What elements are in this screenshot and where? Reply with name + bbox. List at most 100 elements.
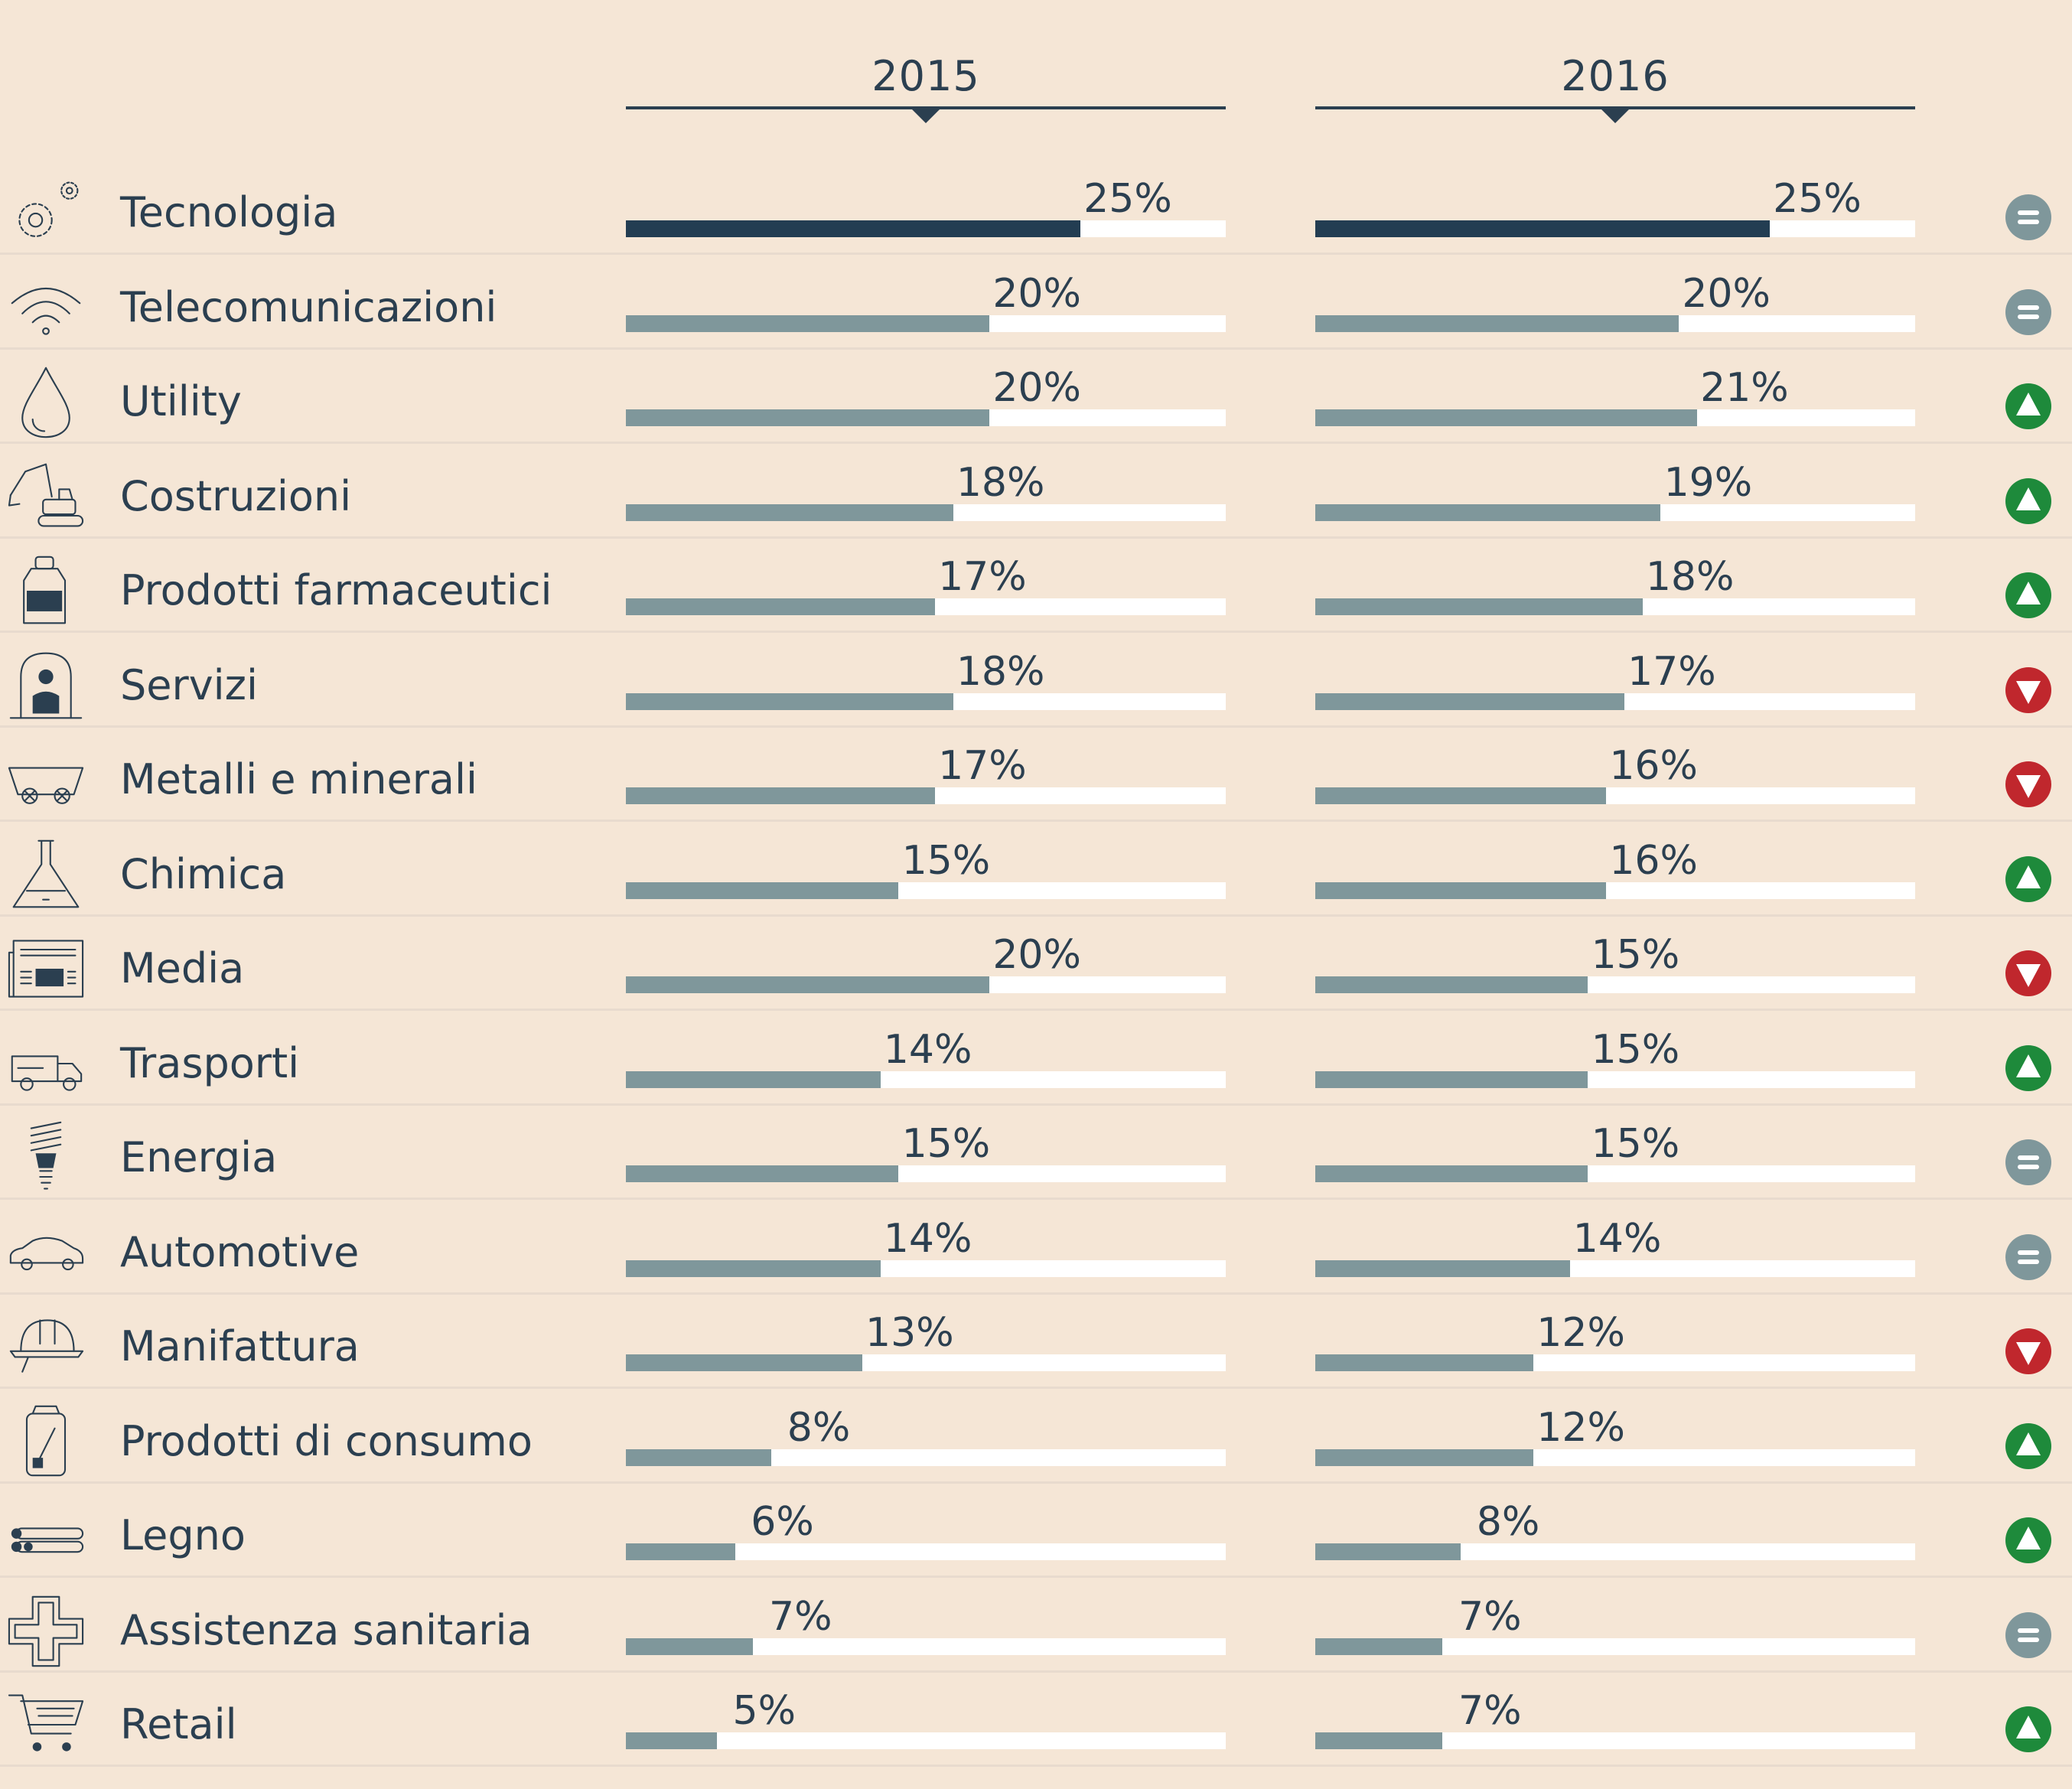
trend-up-icon (2005, 1706, 2051, 1752)
bar-2016 (1315, 409, 1697, 426)
bar-2015 (626, 787, 935, 804)
bar-track-2016 (1315, 314, 1915, 332)
chart-row: Chimica 15% 16% (0, 823, 2072, 917)
category-label: Manifattura (120, 1322, 360, 1370)
chart-row: Legno 6% 8% (0, 1484, 2072, 1578)
flask-icon (5, 836, 87, 913)
value-label-2015: 7% (769, 1593, 832, 1640)
value-label-2016: 21% (1700, 365, 1789, 411)
bar-track-2016 (1315, 1165, 1915, 1182)
trend-equal-icon (2005, 1139, 2051, 1185)
caret-down-icon (1600, 108, 1631, 123)
row-divider (0, 1292, 2072, 1295)
value-label-2015: 15% (901, 1121, 991, 1167)
bar-track-2016 (1315, 787, 1915, 804)
gear-icon (5, 174, 87, 251)
value-label-2015: 14% (883, 1026, 972, 1073)
medicine-bottle-icon (5, 552, 87, 629)
bar-2015 (626, 976, 990, 993)
bar-track-2015 (626, 787, 1226, 804)
bar-2016 (1315, 787, 1607, 804)
trend-down-icon (2005, 950, 2051, 996)
bar-track-2015 (626, 409, 1226, 426)
value-label-2015: 17% (938, 743, 1027, 789)
trend-equal-icon (2005, 194, 2051, 240)
value-label-2016: 8% (1476, 1499, 1540, 1545)
category-label: Servizi (120, 660, 259, 709)
value-label-2015: 15% (901, 837, 991, 884)
bar-track-2016 (1315, 503, 1915, 521)
value-label-2016: 14% (1572, 1215, 1662, 1262)
category-label: Telecomunicazioni (120, 282, 497, 331)
category-label: Utility (120, 377, 242, 425)
row-divider (0, 1481, 2072, 1484)
chart-row: Prodotti di consumo 8% 12% (0, 1390, 2072, 1484)
bar-track-2016 (1315, 220, 1915, 237)
bar-2016 (1315, 1070, 1588, 1088)
bar-2015 (626, 692, 953, 710)
bar-track-2015 (626, 976, 1226, 993)
category-label: Metalli e minerali (120, 755, 477, 803)
row-divider (0, 631, 2072, 633)
category-label: Automotive (120, 1227, 360, 1276)
category-label: Media (120, 944, 245, 992)
trend-equal-icon (2005, 1233, 2051, 1280)
shopping-cart-icon (5, 1686, 87, 1763)
bar-track-2015 (626, 1732, 1226, 1749)
bar-track-2016 (1315, 976, 1915, 993)
bar-2016 (1315, 598, 1643, 615)
header-2015: 2015 (626, 0, 1226, 123)
bar-track-2016 (1315, 598, 1915, 615)
row-divider (0, 1765, 2072, 1767)
bar-2016 (1315, 1732, 1443, 1749)
value-label-2016: 15% (1591, 1026, 1680, 1073)
water-drop-icon (5, 363, 87, 440)
value-label-2016: 15% (1591, 932, 1680, 978)
row-divider (0, 253, 2072, 255)
category-label: Trasporti (120, 1038, 300, 1087)
bar-2016 (1315, 1543, 1461, 1560)
bar-2016 (1315, 1448, 1534, 1466)
trend-up-icon (2005, 572, 2051, 618)
logs-icon (5, 1497, 87, 1574)
value-label-2016: 18% (1645, 554, 1735, 600)
trend-up-icon (2005, 1422, 2051, 1469)
bar-track-2016 (1315, 1448, 1915, 1466)
trend-up-icon (2005, 1044, 2051, 1091)
value-label-2015: 5% (732, 1688, 797, 1734)
excavator-icon (5, 458, 87, 535)
truck-icon (5, 1025, 87, 1102)
value-label-2015: 14% (883, 1215, 972, 1262)
bar-track-2015 (626, 1448, 1226, 1466)
value-label-2015: 18% (956, 459, 1045, 506)
value-label-2016: 25% (1773, 176, 1862, 222)
chart-row: Telecomunicazioni 20% 20% (0, 256, 2072, 350)
year-2016-label: 2016 (1561, 52, 1670, 100)
bar-2016 (1315, 976, 1588, 993)
value-label-2016: 7% (1458, 1593, 1522, 1640)
trend-down-icon (2005, 666, 2051, 713)
value-label-2016: 15% (1591, 1121, 1680, 1167)
bar-2015 (626, 881, 899, 899)
bar-2016 (1315, 1637, 1443, 1655)
value-label-2015: 13% (865, 1310, 954, 1356)
row-divider (0, 1387, 2072, 1389)
light-bulb-icon (5, 1119, 87, 1196)
trend-equal-icon (2005, 288, 2051, 335)
chart-row: Automotive 14% 14% (0, 1201, 2072, 1295)
can-icon (5, 1403, 87, 1480)
chart-row: Media 20% 15% (0, 917, 2072, 1011)
trend-down-icon (2005, 761, 2051, 807)
mine-cart-icon (5, 741, 87, 818)
chart-row: Retail 5% 7% (0, 1673, 2072, 1767)
chart-row: Costruzioni 18% 19% (0, 445, 2072, 539)
bar-2015 (626, 1732, 717, 1749)
bar-track-2015 (626, 1070, 1226, 1088)
hard-hat-icon (5, 1308, 87, 1385)
bar-2016 (1315, 1259, 1570, 1277)
category-label: Retail (120, 1700, 237, 1748)
bar-track-2015 (626, 692, 1226, 710)
chart-row: Prodotti farmaceutici 17% 18% (0, 539, 2072, 633)
bar-2015 (626, 598, 935, 615)
medical-cross-icon (5, 1592, 87, 1669)
